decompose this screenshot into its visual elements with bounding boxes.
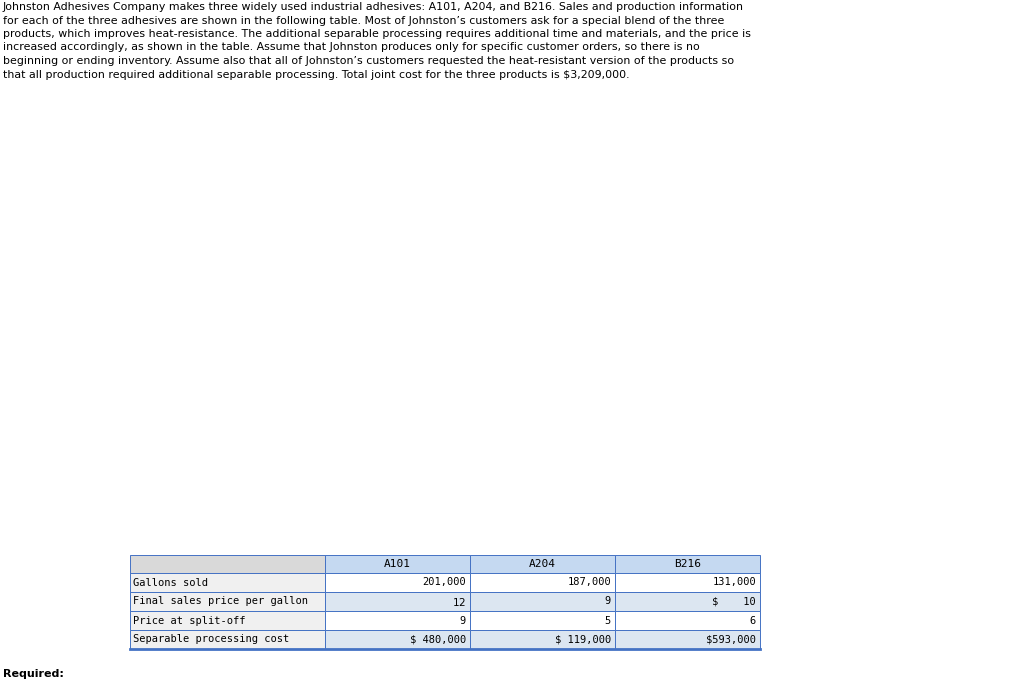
Text: Gallons sold: Gallons sold	[133, 578, 208, 587]
Text: 6: 6	[749, 615, 756, 626]
Text: 131,000: 131,000	[712, 578, 756, 587]
Text: $    10: $ 10	[712, 596, 756, 607]
Text: $ 480,000: $ 480,000	[410, 635, 466, 645]
Bar	[470, 611, 615, 630]
Bar	[130, 592, 325, 611]
Text: Price at split-off: Price at split-off	[133, 615, 245, 626]
Bar	[325, 592, 470, 611]
Bar	[325, 611, 470, 630]
Bar	[470, 592, 615, 611]
Text: A101: A101	[384, 559, 411, 569]
Bar	[470, 573, 615, 592]
Text: 5: 5	[605, 615, 611, 626]
Text: that all production required additional separable processing. Total joint cost f: that all production required additional …	[3, 70, 629, 79]
Text: increased accordingly, as shown in the table. Assume that Johnston produces only: increased accordingly, as shown in the t…	[3, 42, 700, 53]
Bar	[130, 630, 325, 649]
Text: B216: B216	[674, 559, 701, 569]
Bar	[130, 611, 325, 630]
Bar	[615, 630, 760, 649]
Bar	[325, 573, 470, 592]
Bar	[615, 592, 760, 611]
Text: beginning or ending inventory. Assume also that all of Johnston’s customers requ: beginning or ending inventory. Assume al…	[3, 56, 734, 66]
Bar	[325, 630, 470, 649]
Bar	[615, 611, 760, 630]
Bar	[130, 573, 325, 592]
Text: 9: 9	[605, 596, 611, 607]
Text: A204: A204	[529, 559, 556, 569]
Text: $593,000: $593,000	[706, 635, 756, 645]
Bar	[615, 573, 760, 592]
Bar	[325, 555, 470, 573]
Text: 9: 9	[460, 615, 466, 626]
Bar	[470, 630, 615, 649]
Text: $ 119,000: $ 119,000	[554, 635, 611, 645]
Text: Final sales price per gallon: Final sales price per gallon	[133, 596, 308, 607]
Text: Johnston Adhesives Company makes three widely used industrial adhesives: A101, A: Johnston Adhesives Company makes three w…	[3, 2, 744, 12]
Text: Required:: Required:	[3, 669, 64, 679]
Text: for each of the three adhesives are shown in the following table. Most of Johnst: for each of the three adhesives are show…	[3, 16, 724, 25]
Bar	[470, 555, 615, 573]
Text: 201,000: 201,000	[422, 578, 466, 587]
Text: 187,000: 187,000	[568, 578, 611, 587]
Text: $    12  $: $ 12 $	[451, 596, 466, 607]
Text: products, which improves heat-resistance. The additional separable processing re: products, which improves heat-resistance…	[3, 29, 751, 39]
Text: Separable processing cost: Separable processing cost	[133, 635, 289, 645]
Bar	[130, 555, 325, 573]
Bar	[615, 555, 760, 573]
